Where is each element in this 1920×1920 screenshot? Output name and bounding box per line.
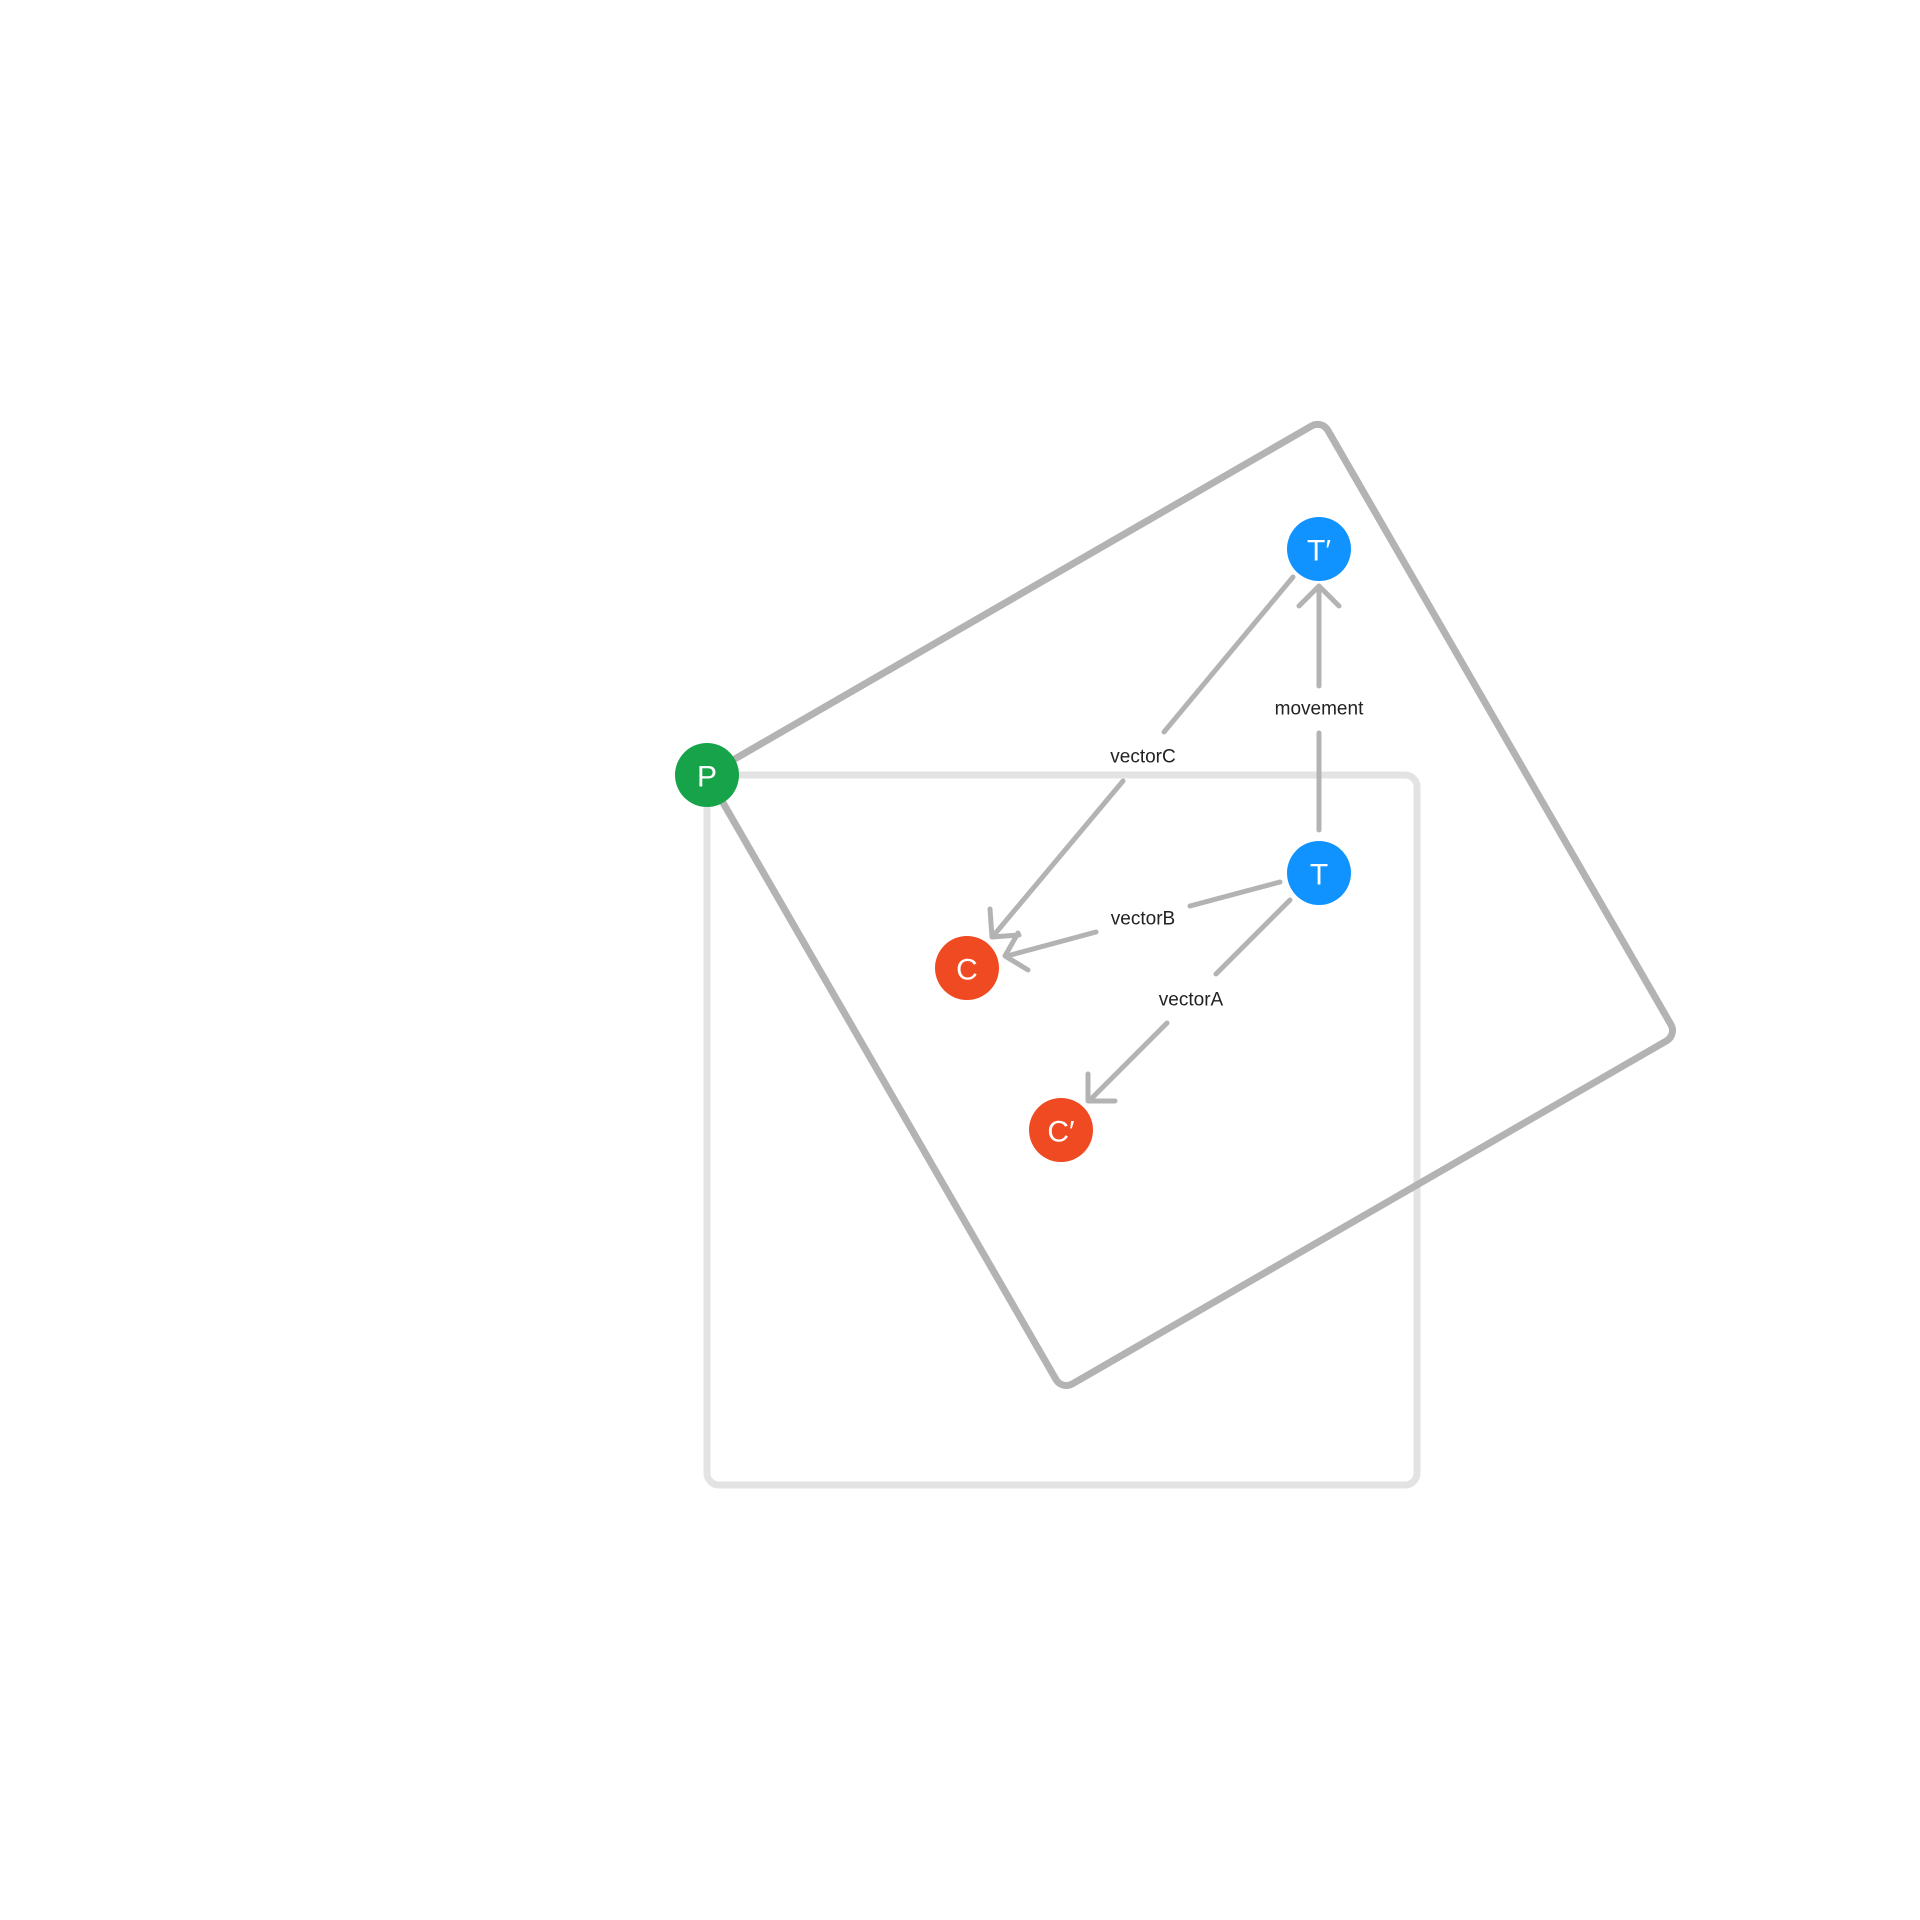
node-p-circle (675, 743, 739, 807)
movement-arrow (1296, 583, 1342, 833)
node-c-circle (935, 936, 999, 1000)
node-c-prime: C′ (1029, 1098, 1093, 1162)
movement-label: movement (1275, 699, 1364, 720)
node-p: P (675, 743, 739, 807)
node-c: C (935, 936, 999, 1000)
vector-a-arrow (1085, 897, 1293, 1104)
node-t-label: T (1310, 859, 1328, 892)
vector-b-label: vectorB (1111, 909, 1175, 930)
vector-c-label: vectorC (1110, 747, 1175, 768)
vector-a-label: vectorA (1159, 990, 1224, 1011)
node-t-prime: T′ (1287, 517, 1351, 581)
node-c-prime-circle (1029, 1098, 1093, 1162)
original-square (703, 771, 1421, 1489)
vector-c-arrow (987, 574, 1296, 940)
node-c-label: C (956, 954, 978, 987)
node-p-label: P (697, 761, 717, 794)
vector-b-arrow (1002, 879, 1283, 973)
node-c-prime-label: C′ (1047, 1116, 1075, 1149)
node-t-prime-circle (1287, 517, 1351, 581)
node-t: T (1287, 841, 1351, 905)
node-t-circle (1287, 841, 1351, 905)
node-t-prime-label: T′ (1307, 535, 1331, 568)
rotated-square (707, 420, 1676, 1389)
